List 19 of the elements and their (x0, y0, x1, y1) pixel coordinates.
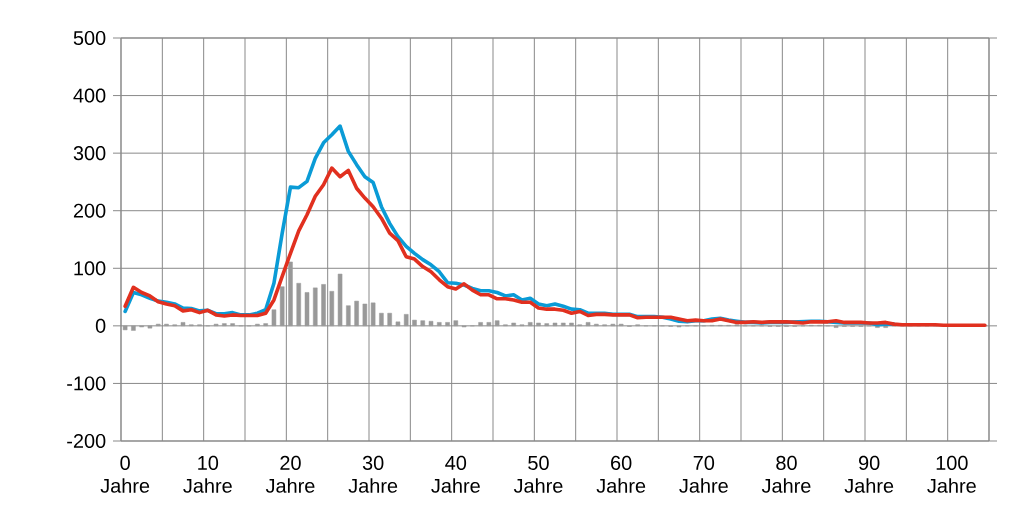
x-tick-label: 0 Jahre (100, 455, 150, 493)
x-tick-label: 90 Jahre (844, 455, 894, 493)
x-tick-label: 50 Jahre (513, 455, 563, 493)
y-tick-label: -200 (67, 433, 106, 449)
x-tick-label: 40 Jahre (431, 455, 480, 493)
x-tick-label: 10 Jahre (183, 455, 232, 493)
x-tick-label: 60 Jahre (596, 455, 646, 493)
y-tick-label: 0 (95, 318, 106, 333)
y-tick-label: 100 (74, 261, 106, 276)
y-tick-label: -100 (67, 376, 106, 391)
y-tick-label: 300 (73, 146, 106, 161)
x-tick-label: 80 Jahre (761, 455, 811, 493)
x-tick-label: 70 Jahre (679, 455, 728, 493)
y-tick-label: 200 (73, 203, 106, 218)
x-tick-label: 30 Jahre (348, 455, 398, 493)
x-tick-label: 100 Jahre (927, 455, 976, 493)
y-tick-label: 400 (73, 88, 106, 103)
x-tick-label: 20 Jahre (265, 455, 315, 493)
y-tick-label: 500 (73, 30, 106, 46)
